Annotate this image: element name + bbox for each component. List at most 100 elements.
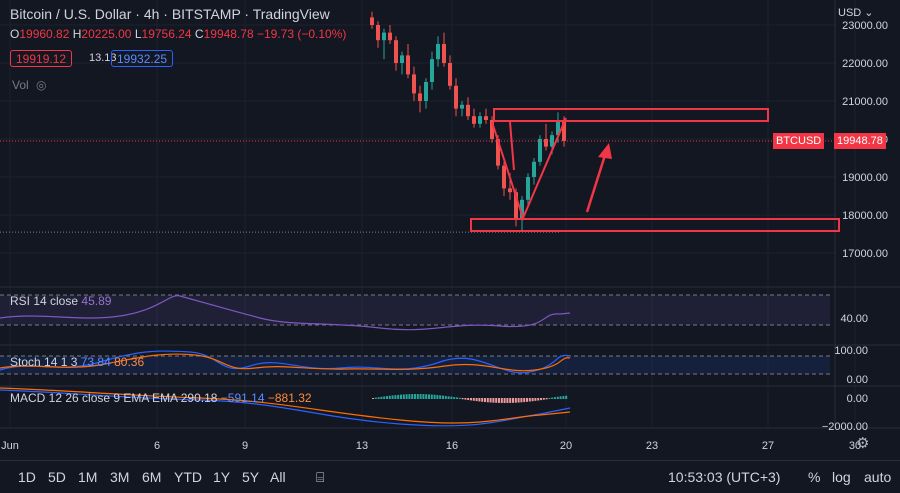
macd-value: −591.14	[220, 391, 265, 405]
support-rectangle	[470, 218, 840, 232]
log-toggle[interactable]: log	[832, 469, 851, 485]
macd-histogram-bar	[374, 397, 377, 399]
close-value: 19948.78 −19.73 (−0.10%)	[203, 27, 347, 41]
macd-histogram-bar	[397, 394, 400, 399]
time-tick-label: 27	[762, 440, 774, 452]
currency-label: USD	[838, 7, 862, 19]
candle-body	[508, 188, 512, 193]
range-5d-button[interactable]: 5D	[48, 469, 66, 485]
range-3m-button[interactable]: 3M	[110, 469, 130, 485]
macd-histogram-bar	[486, 398, 489, 403]
macd-histogram-bar	[416, 394, 419, 399]
macd-histogram-bar	[475, 398, 478, 402]
stoch-d-line	[0, 353, 571, 372]
price-axis[interactable]: 23000.0022000.0021000.0020000.0019000.00…	[822, 20, 888, 433]
currency-selector[interactable]: USD ⌄	[838, 6, 874, 19]
macd-histogram-bar	[548, 397, 551, 399]
macd-histogram-bar	[372, 398, 374, 399]
macd-histogram-bar	[551, 397, 554, 399]
high-key: H	[72, 27, 82, 41]
macd-histogram-bar	[542, 398, 545, 400]
hide-eye-icon[interactable]: ◎	[36, 78, 47, 92]
indicator-panes	[0, 294, 830, 427]
range-5y-button[interactable]: 5Y	[242, 469, 260, 485]
macd-histogram-bar	[394, 395, 397, 399]
time-axis[interactable]: Jun 6 9 13 16 20 23 27 30	[1, 440, 861, 452]
macd-histogram-bar	[467, 398, 470, 401]
macd-histogram-bar	[461, 398, 464, 400]
up-arrow-head	[598, 143, 612, 159]
macd-histogram-bar	[509, 398, 512, 403]
auto-toggle[interactable]: auto	[864, 469, 892, 485]
macd-histogram-bar	[419, 394, 422, 399]
stoch-axis-label: 100.00	[834, 345, 868, 357]
macd-histogram-bar	[447, 396, 450, 399]
macd-histogram-bar	[537, 398, 540, 401]
candle-body	[460, 104, 464, 109]
candle-body	[556, 120, 560, 136]
clock-readout[interactable]: 10:53:03 (UTC+3)	[668, 469, 781, 485]
macd-histogram-bar	[559, 396, 562, 399]
macd-histogram-bar	[408, 394, 411, 399]
symbol-price-label: BTCUSD	[773, 133, 825, 149]
date-range-icon[interactable]: ⌸	[316, 469, 325, 485]
candle-body	[418, 93, 422, 101]
candle-body	[388, 32, 392, 41]
close-key: C	[194, 27, 204, 41]
price-chart[interactable]: 23000.0022000.0021000.0020000.0019000.00…	[0, 0, 900, 460]
time-tick-label: Jun	[1, 440, 19, 452]
candle-body	[514, 192, 518, 219]
candlestick-series	[370, 11, 566, 231]
price-tick-label: 17000.00	[842, 248, 888, 260]
macd-histogram-bar	[405, 394, 408, 399]
macd-histogram-bar	[528, 398, 531, 402]
macd-histogram-bar	[503, 398, 506, 403]
macd-histogram-bar	[481, 398, 484, 402]
volume-label: Vol	[12, 78, 29, 92]
macd-histogram-bar	[433, 394, 436, 399]
range-all-button[interactable]: All	[270, 469, 286, 485]
stoch-axis-label: 0.00	[847, 374, 868, 386]
percent-toggle[interactable]: %	[808, 469, 821, 485]
macd-histogram-bar	[498, 398, 500, 403]
macd-histogram-bar	[386, 396, 388, 399]
price-tick-label: 18000.00	[842, 210, 888, 222]
candle-body	[382, 32, 386, 41]
drawing-annotations[interactable]	[0, 108, 840, 233]
up-arrow-shaft	[585, 151, 608, 213]
macd-histogram-bar	[562, 396, 565, 399]
macd-histogram-bar	[512, 398, 514, 403]
macd-histogram-bar	[439, 395, 442, 399]
sell-price-button[interactable]: 19919.12	[10, 50, 73, 67]
macd-histogram-bar	[526, 398, 528, 402]
chevron-down-icon: ⌄	[864, 7, 874, 19]
candle-body	[472, 116, 476, 124]
candle-body	[484, 116, 488, 120]
time-tick-label: 16	[446, 440, 458, 452]
stoch-legend: Stoch 14 1 3 73.84 80.36	[10, 355, 144, 369]
low-key: L	[134, 27, 142, 41]
macd-histogram-bar	[430, 394, 433, 399]
rsi-band	[0, 295, 830, 325]
range-ytd-button[interactable]: YTD	[174, 469, 202, 485]
macd-histogram-bar	[464, 398, 467, 400]
candle-body	[562, 120, 566, 141]
range-1y-button[interactable]: 1Y	[213, 469, 231, 485]
candle-body	[430, 59, 434, 82]
candle-body	[370, 17, 374, 25]
macd-histogram-bar	[523, 398, 526, 403]
time-tick-label: 23	[646, 440, 658, 452]
high-value: 20225.00	[81, 27, 132, 41]
range-1m-button[interactable]: 1M	[78, 469, 98, 485]
macd-axis-label: −2000.00	[822, 421, 868, 433]
range-1d-button[interactable]: 1D	[18, 469, 36, 485]
candle-body	[400, 55, 404, 63]
macd-histogram-bar	[517, 398, 520, 403]
range-6m-button[interactable]: 6M	[142, 469, 162, 485]
macd-histogram-bar	[506, 398, 509, 403]
gear-icon[interactable]: ⚙	[856, 435, 870, 452]
buy-price-button[interactable]: 19932.25	[111, 50, 174, 67]
macd-histogram-bar	[492, 398, 495, 403]
macd-histogram-bar	[472, 398, 475, 401]
bottom-toolbar: 1D 5D 1M 3M 6M YTD 1Y 5Y All ⌸ 10:53:03 …	[0, 460, 900, 493]
